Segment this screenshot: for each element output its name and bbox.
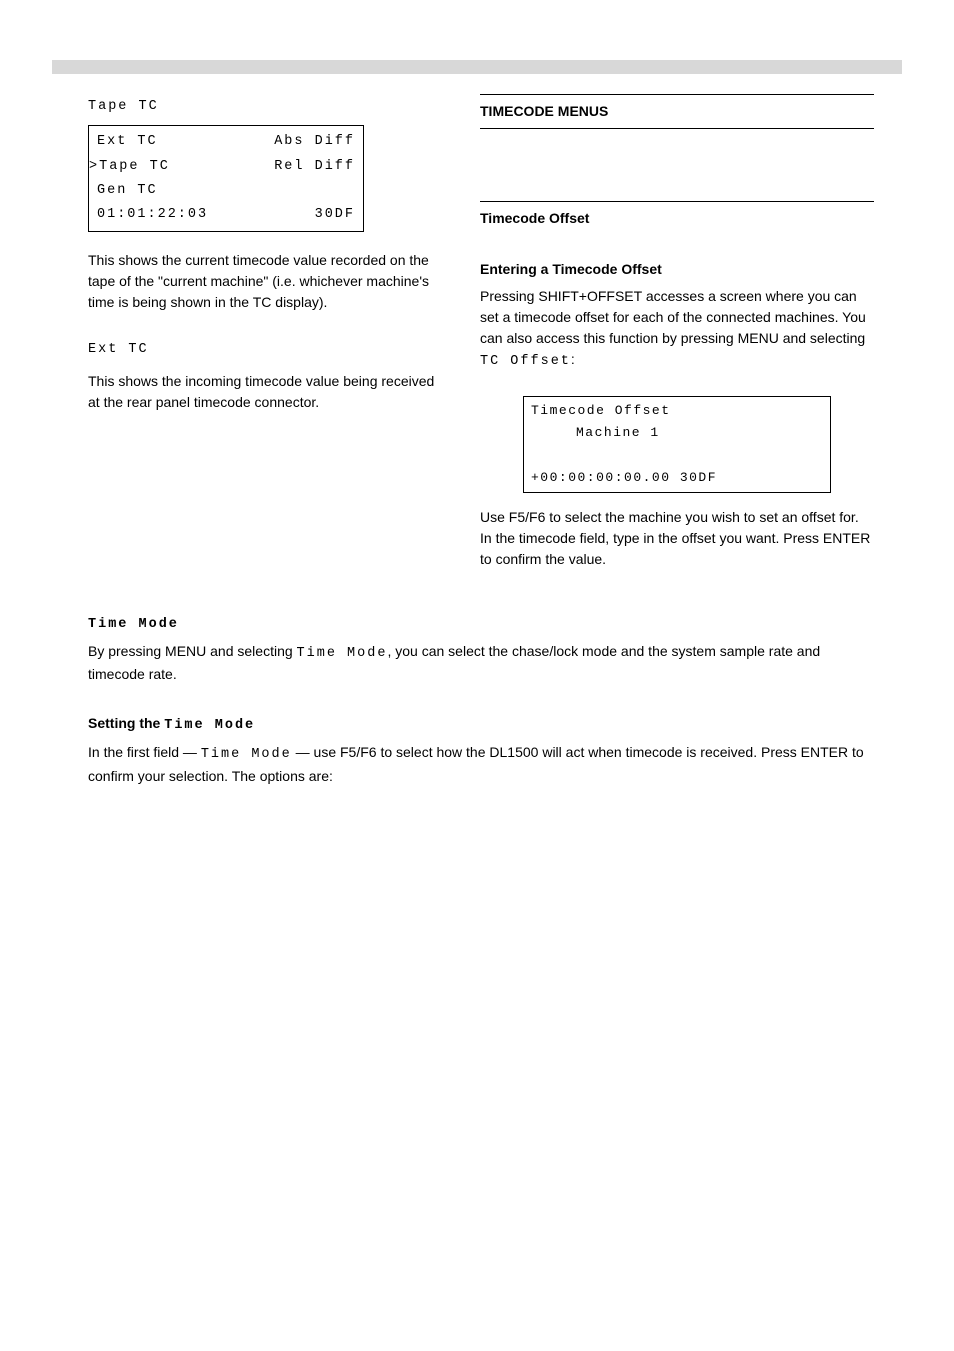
lcd-cell: 30DF — [315, 205, 355, 225]
offset-paragraph: Pressing SHIFT+OFFSET accesses a screen … — [480, 286, 874, 372]
lcd-cell: Rel Diff — [274, 157, 355, 177]
header-gray-bar — [52, 60, 902, 74]
exttc-paragraph: This shows the incoming timecode value b… — [88, 371, 444, 413]
section-heading-tc-menus: TIMECODE MENUS — [480, 94, 874, 129]
timemode-set-paragraph: In the first field — Time Mode — use F5/… — [88, 742, 874, 786]
lcd-cell: Gen TC — [97, 181, 158, 201]
time-mode-heading: Time Mode — [88, 617, 179, 632]
section-heading-tc-offset: Timecode Offset — [480, 201, 874, 233]
lcd-cell: Ext TC — [97, 132, 158, 152]
tapetc-lcd: Ext TC Abs Diff >Tape TC Rel Diff Gen TC… — [88, 125, 364, 232]
offset-instruct: Use F5/F6 to select the machine you wish… — [480, 507, 874, 570]
lcd-cell: 01:01:22:03 — [97, 205, 208, 225]
subhead-setting-timemode: Setting the Time Mode — [88, 713, 874, 736]
col-heading-tapetc: Tape TC — [88, 94, 444, 117]
tapetc-paragraph: This shows the current timecode value re… — [88, 250, 444, 313]
subhead-entering-offset: Entering a Timecode Offset — [480, 259, 874, 280]
lcd-cell: Timecode Offset — [528, 400, 826, 422]
lcd-cell: >Tape TC — [89, 157, 170, 177]
ext-tc-label: Ext TC — [88, 342, 149, 357]
lcd-cell: +00:00:00:00.00 30DF — [528, 467, 826, 489]
offset-lcd: Timecode Offset Machine 1 +00:00:00:00.0… — [523, 396, 831, 492]
offset-intro-mono: TC Offset — [480, 354, 571, 369]
lcd-cell: Machine 1 — [528, 422, 826, 444]
lcd-cell: Abs Diff — [274, 132, 355, 152]
timemode-intro-paragraph: By pressing MENU and selecting Time Mode… — [88, 641, 874, 685]
offset-intro-text: Pressing SHIFT+OFFSET accesses a screen … — [480, 288, 866, 346]
tape-tc-label: Tape TC — [88, 99, 159, 114]
